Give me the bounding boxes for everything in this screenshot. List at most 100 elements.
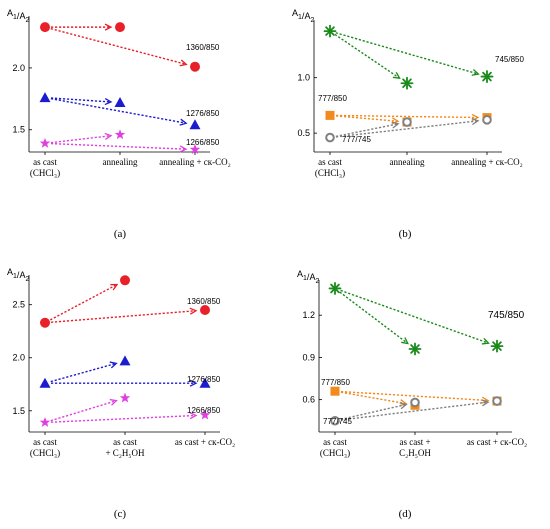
- y-tick-label: 1.5: [12, 406, 25, 416]
- series-777-745: 777/745: [325, 115, 492, 144]
- x-tick-label: annealing + ск-CO₂: [159, 157, 231, 167]
- data-point-circle: [40, 317, 50, 328]
- data-point-circle: [190, 61, 200, 72]
- y-axis-title: A1/A2: [7, 8, 29, 24]
- data-point-circle: [115, 22, 125, 33]
- data-point-square: [325, 110, 335, 120]
- chart-panel-c: A1/A21.52.02.5as cast(CHCl₃)as cast+ C₂H…: [7, 267, 235, 520]
- trend-arrow: [334, 33, 401, 79]
- trend-arrow: [335, 121, 400, 138]
- data-point-square: [330, 386, 340, 396]
- data-point-ring: [330, 415, 340, 426]
- y-tick-label: 0.6: [302, 395, 315, 405]
- data-point-star: [39, 137, 51, 148]
- data-point-star: [199, 409, 211, 420]
- panel-label: (b): [399, 228, 412, 240]
- y-tick-label: 2.5: [12, 300, 25, 310]
- series-label: 1360/850: [186, 43, 220, 52]
- data-point-asterisk: [408, 342, 422, 356]
- x-tick-label: (CHCl₃): [30, 168, 60, 178]
- x-tick-label: as cast: [318, 157, 342, 167]
- x-tick-label: as cast + ск-CO₂: [175, 437, 235, 447]
- series-label: 777/745: [323, 417, 352, 426]
- trend-arrow: [50, 132, 113, 144]
- data-point-asterisk: [400, 76, 414, 90]
- series-1266-850: 1266/850: [39, 392, 221, 427]
- y-tick-label: 0.9: [302, 352, 315, 362]
- data-point-star: [189, 144, 201, 154]
- trend-arrow: [50, 307, 198, 323]
- data-point-ring: [402, 117, 412, 127]
- series-label: 777/850: [318, 94, 347, 103]
- trend-arrow: [50, 412, 198, 423]
- series-label: 777/850: [321, 378, 350, 387]
- panel-label: (d): [399, 508, 412, 520]
- data-point-star: [114, 129, 126, 140]
- x-tick-label: as cast: [113, 437, 137, 447]
- x-tick-label: as cast +: [399, 437, 430, 447]
- y-axis-title: A1/A2: [292, 8, 314, 24]
- series-label: 1276/850: [186, 109, 220, 118]
- trend-arrow: [49, 283, 119, 321]
- data-point-ring: [325, 132, 335, 143]
- data-point-triangle: [189, 119, 201, 130]
- trend-arrow: [50, 361, 118, 383]
- data-point-circle: [200, 305, 210, 316]
- series-745-850: 745/850: [328, 282, 525, 356]
- data-point-star: [39, 416, 51, 427]
- y-tick-label: 2.0: [12, 353, 25, 363]
- chart-panel-b: A1/A2 0.5 1.0 as cast(CHCl₃) annealing anneal…: [292, 8, 524, 240]
- x-tick-label: C₂H₅OH: [399, 448, 431, 458]
- series-1266-850: 1266/850: [39, 129, 220, 154]
- data-point-ring: [410, 397, 420, 408]
- data-point-asterisk: [490, 339, 504, 353]
- y-tick-label: 1.0: [297, 73, 310, 83]
- y-axis-title: A1/A2: [297, 269, 319, 285]
- data-point-circle: [40, 22, 50, 33]
- trend-arrow: [340, 289, 490, 345]
- x-tick-label: as cast + ск-CO₂: [467, 437, 527, 447]
- trend-arrow: [50, 27, 188, 67]
- x-tick-label: as cast: [33, 157, 57, 167]
- series-label: 745/850: [488, 310, 525, 321]
- series-label: 745/850: [495, 55, 524, 64]
- series-745-850: 745/850: [323, 24, 524, 90]
- y-tick-label: 1.2: [302, 310, 315, 320]
- trend-arrow: [50, 398, 118, 422]
- x-tick-label: (CHCl₃): [320, 448, 350, 458]
- data-point-star: [119, 392, 131, 403]
- data-point-circle: [120, 275, 130, 286]
- trend-arrow: [335, 117, 480, 138]
- trend-arrow: [335, 32, 480, 76]
- data-point-asterisk: [323, 24, 337, 38]
- x-tick-label: (CHCl₃): [30, 448, 60, 458]
- trend-arrow: [339, 291, 409, 345]
- panel-label: (c): [114, 508, 127, 520]
- x-tick-label: annealing + ск-CO₂: [451, 157, 523, 167]
- series-label: 1360/850: [187, 297, 221, 306]
- x-tick-label: as cast: [323, 437, 347, 447]
- y-axis-title: A1/A2: [7, 267, 29, 283]
- trend-arrow: [51, 23, 113, 31]
- data-point-triangle: [39, 377, 51, 388]
- trend-arrow: [335, 115, 400, 125]
- series-label: 1266/850: [186, 138, 220, 147]
- series-1360-850: 1360/850: [40, 22, 220, 72]
- x-tick-label: + C₂H₅OH: [105, 448, 145, 458]
- trend-arrow: [50, 97, 113, 106]
- x-tick-label: annealing: [390, 157, 425, 167]
- series-label: 1266/850: [187, 406, 221, 415]
- data-point-asterisk: [480, 70, 494, 83]
- series-1360-850: 1360/850: [40, 275, 221, 328]
- trend-arrow: [50, 142, 188, 153]
- data-point-triangle: [199, 377, 211, 388]
- data-point-ring: [482, 115, 492, 125]
- y-tick-label: 0.5: [297, 128, 310, 138]
- chart-panel-a: A1/A2 1.5 2.0 as cast(CHCl₃) annealing anneal…: [7, 8, 231, 240]
- x-tick-label: annealing: [103, 157, 138, 167]
- series-1276-850: 1276/850: [39, 92, 220, 130]
- data-point-triangle: [114, 97, 126, 108]
- data-point-triangle: [119, 355, 131, 366]
- chart-panel-d: A1/A2 0.6 0.9 1.2 as cast(CHCl₃) as cast +C₂H…: [297, 269, 527, 520]
